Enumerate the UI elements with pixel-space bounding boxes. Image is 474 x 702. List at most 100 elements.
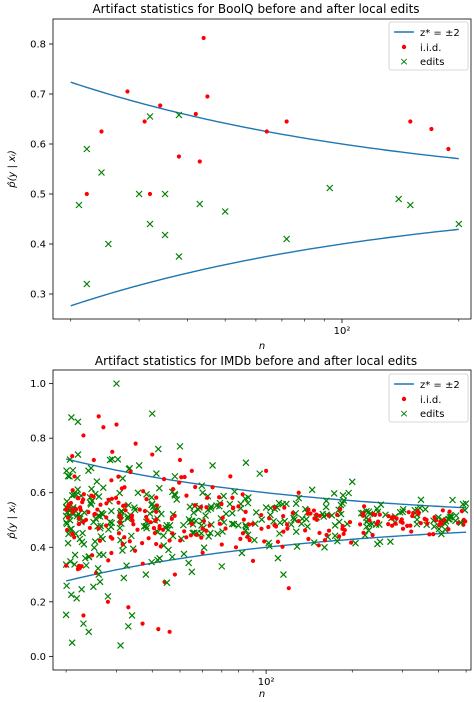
imdb-edit-point	[179, 521, 187, 529]
imdb-iid-point	[296, 490, 301, 495]
imdb-edit-point	[98, 510, 106, 518]
imdb-iid-point	[347, 520, 353, 525]
imdb-edit-point	[71, 551, 79, 559]
imdb-iid-point	[81, 492, 86, 497]
boolq-iid-point	[446, 146, 451, 152]
imdb-ytick-label: 0.4	[30, 543, 46, 554]
imdb-iid-point	[400, 520, 405, 525]
imdb-edit-point	[104, 592, 112, 600]
imdb-iid-point	[240, 492, 245, 497]
imdb-iid-point	[90, 553, 95, 558]
imdb-iid-point	[188, 533, 193, 538]
imdb-edit-point	[135, 462, 143, 469]
imdb-iid-point	[372, 512, 378, 518]
imdb-iid-point	[341, 531, 346, 536]
imdb-iid-point	[81, 497, 86, 502]
imdb-iid-point	[169, 516, 174, 521]
imdb-edit-point	[244, 494, 252, 501]
imdb-iid-point	[322, 538, 328, 543]
imdb-iid-point	[135, 527, 140, 532]
imdb-iid-point	[87, 525, 92, 531]
imdb-iid-point	[148, 520, 153, 525]
imdb-iid-point	[447, 509, 452, 514]
imdb-iid-point	[177, 480, 182, 485]
imdb-iid-point	[200, 526, 205, 531]
imdb-iid-point	[405, 523, 410, 528]
imdb-edit-point	[199, 489, 207, 497]
imdb-ytick-label: 1.0	[30, 379, 46, 390]
imdb-edit-point	[134, 489, 142, 497]
imdb-iid-point	[286, 586, 291, 591]
imdb-edit-point	[226, 500, 234, 508]
boolq-ytick-label: 0.7	[30, 90, 46, 101]
imdb-edit-point	[185, 559, 193, 567]
imdb-edit-point	[82, 561, 90, 569]
imdb-edit-point	[250, 536, 258, 544]
imdb-iid-point	[200, 550, 205, 555]
imdb-edit-point	[340, 497, 348, 504]
imdb-edit-point	[163, 579, 171, 587]
imdb-iid-point	[236, 504, 241, 509]
imdb-edit-point	[413, 520, 421, 528]
imdb-edit-point	[67, 413, 75, 421]
imdb-iid-point	[207, 523, 212, 528]
imdb-iid-point	[184, 493, 189, 498]
imdb-iid-point	[75, 566, 81, 572]
imdb-edit-point	[87, 499, 94, 507]
imdb-edit-point	[85, 467, 92, 475]
imdb-edit-point	[421, 505, 429, 513]
imdb-iid-point	[109, 496, 115, 501]
imdb-iid-point	[106, 497, 111, 502]
imdb-edit-point	[202, 512, 210, 520]
imdb-edit-point	[287, 521, 295, 528]
imdb-iid-point	[247, 537, 252, 543]
imdb-iid-point	[81, 613, 86, 618]
imdb-iid-point	[177, 457, 183, 463]
imdb-iid-point	[128, 469, 133, 475]
imdb-iid-point	[425, 521, 430, 526]
imdb-iid-point	[361, 530, 366, 535]
imdb-edit-point	[290, 514, 298, 522]
imdb-edit-point	[67, 558, 74, 565]
imdb-iid-point	[267, 516, 272, 521]
imdb-edit-point	[452, 512, 460, 519]
imdb-iid-point	[415, 509, 420, 514]
imdb-iid-point	[64, 507, 69, 512]
imdb-iid-point	[306, 536, 311, 542]
boolq-iid-point	[201, 35, 206, 41]
boolq-band-lower	[70, 228, 459, 307]
boolq-ytick-label: 0.3	[30, 290, 46, 301]
imdb-iid-point	[70, 531, 75, 536]
imdb-iid-point	[314, 512, 319, 517]
imdb-iid-point	[70, 454, 75, 459]
imdb-edit-point	[206, 529, 214, 537]
imdb-iid-point	[167, 538, 172, 543]
imdb-iid-point	[230, 495, 235, 500]
imdb-iid-point	[374, 521, 379, 526]
imdb-edit-point	[119, 475, 127, 482]
imdb-iid-point	[91, 457, 96, 463]
imdb-iid-point	[70, 488, 75, 493]
boolq-edit-point	[196, 200, 204, 208]
boolq-axes-frame	[52, 18, 472, 320]
imdb-iid-point	[272, 523, 277, 528]
imdb-edit-point	[220, 492, 228, 500]
imdb-edit-point	[180, 550, 188, 558]
imdb-chart: Artifact statistics for IMDb before and …	[6, 354, 472, 700]
imdb-ytick-label: 0.8	[30, 434, 46, 445]
imdb-edit-point	[352, 539, 359, 547]
imdb-iid-point	[275, 539, 281, 544]
imdb-edit-point	[113, 380, 120, 388]
imdb-legend: z* = ±2 i.i.d. × edits	[388, 373, 469, 423]
imdb-edit-point	[99, 484, 107, 492]
imdb-edit-point	[435, 525, 443, 533]
imdb-iid-point	[326, 513, 331, 518]
boolq-edit-point	[175, 253, 183, 260]
imdb-legend-box	[388, 373, 469, 423]
imdb-iid-point	[240, 531, 246, 536]
imdb-iid-point	[86, 510, 91, 515]
imdb-edit-point	[92, 515, 100, 523]
imdb-edit-point	[430, 523, 438, 530]
boolq-iid-point	[264, 129, 269, 134]
imdb-edit-point	[328, 512, 336, 519]
